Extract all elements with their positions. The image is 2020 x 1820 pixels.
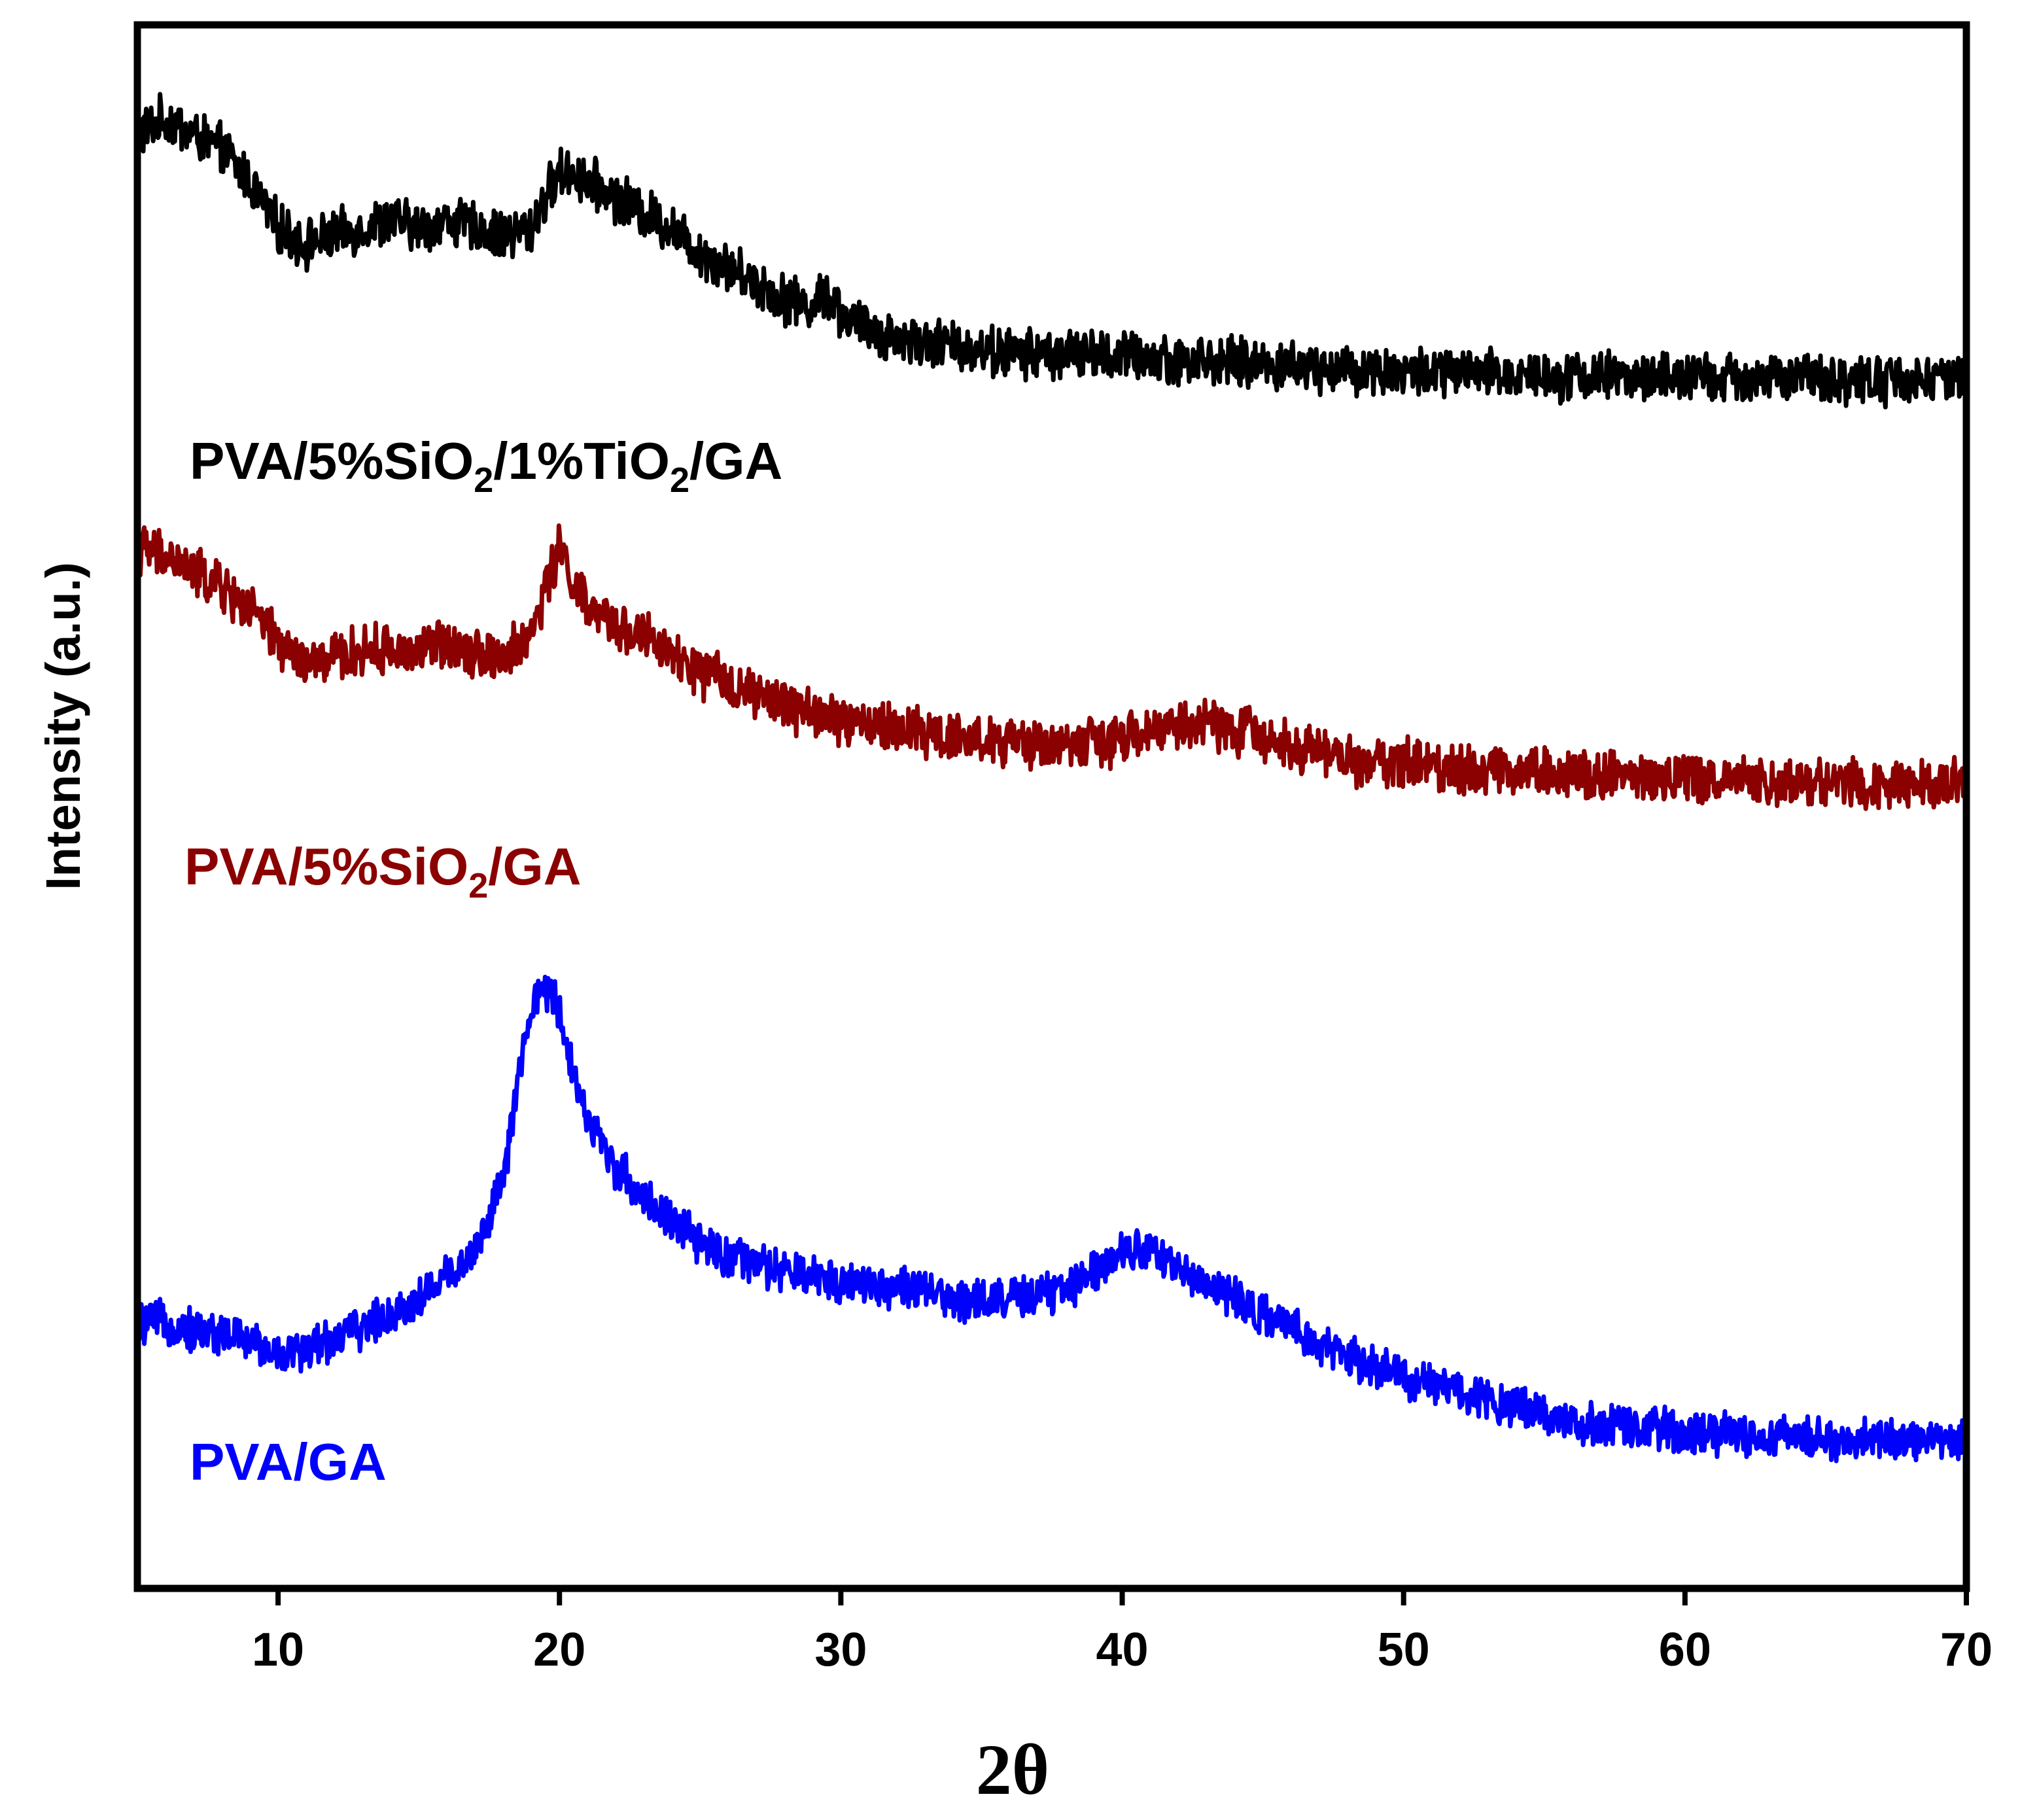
x-axis-label: 2θ xyxy=(976,1730,1049,1810)
y-axis-label: Intensity (a.u.) xyxy=(36,562,90,890)
series-line-2 xyxy=(135,974,1969,1463)
x-tick-label-30: 30 xyxy=(814,1624,867,1676)
series-line-1 xyxy=(135,523,1969,811)
series-label-2: PVA/GA xyxy=(190,1433,387,1491)
x-tick-label-50: 50 xyxy=(1378,1624,1430,1676)
x-tick-label-60: 60 xyxy=(1659,1624,1711,1676)
series-labels: PVA/5%SiO2/1%TiO2/GA PVA/5%SiO2/GA PVA/GA xyxy=(184,432,782,1491)
x-tick-label-70: 70 xyxy=(1940,1624,1993,1676)
x-tick-label-10: 10 xyxy=(252,1624,304,1676)
x-tick-label-40: 40 xyxy=(1096,1624,1148,1676)
x-axis-ticks xyxy=(275,1588,1969,1605)
x-tick-label-20: 20 xyxy=(533,1624,585,1676)
plot-frame xyxy=(133,21,1970,1592)
series-label-1: PVA/5%SiO2/GA xyxy=(184,837,582,905)
series-line-0 xyxy=(135,92,1969,410)
x-axis-tick-labels: 10 20 30 40 50 60 70 xyxy=(252,1624,1993,1676)
series-layer xyxy=(135,92,1969,1463)
series-label-0: PVA/5%SiO2/1%TiO2/GA xyxy=(190,432,782,500)
